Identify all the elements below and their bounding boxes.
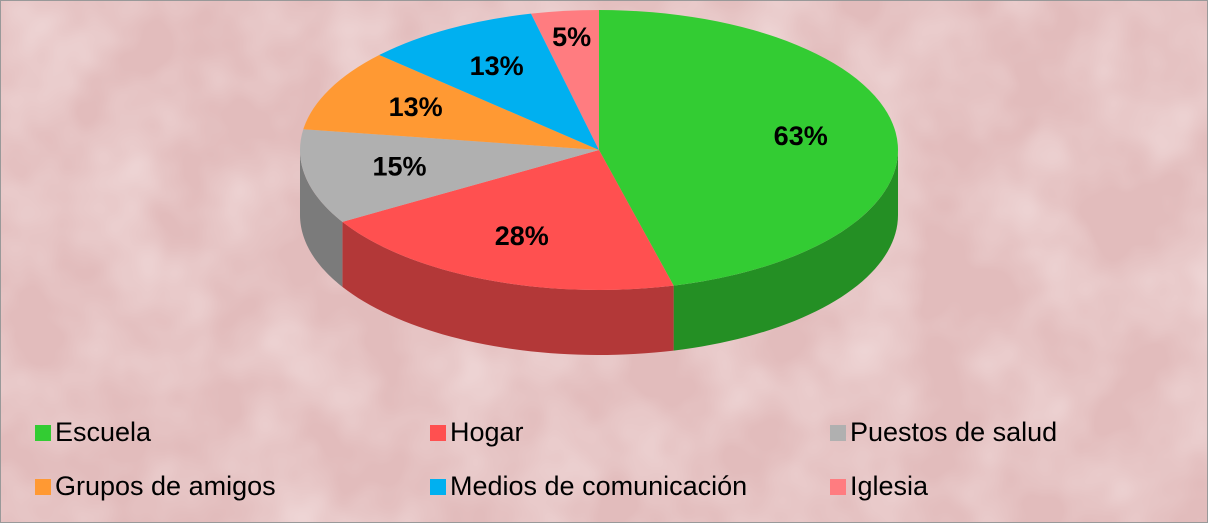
slice-side	[300, 150, 343, 287]
slice	[303, 55, 599, 150]
slice	[531, 10, 599, 150]
data-label: 13%	[389, 92, 443, 122]
slice	[379, 13, 599, 150]
legend-label: Puestos de salud	[850, 417, 1057, 447]
data-labels: 63% 28% 15% 13% 13% 5%	[373, 22, 828, 251]
slice	[599, 10, 899, 286]
legend-swatch	[430, 425, 446, 441]
data-label: 5%	[552, 22, 591, 52]
pie-sides	[300, 150, 898, 355]
legend: Escuela Hogar Puestos de salud Grupos de am…	[35, 417, 1057, 501]
slice	[300, 129, 599, 222]
legend-swatch	[35, 479, 51, 495]
slice	[342, 150, 674, 290]
legend-swatch	[35, 425, 51, 441]
slice-side	[673, 150, 898, 351]
legend-swatch	[830, 425, 846, 441]
data-label: 63%	[774, 121, 828, 151]
legend-label: Grupos de amigos	[55, 471, 276, 501]
legend-label: Iglesia	[850, 471, 929, 501]
legend-label: Medios de comunicación	[450, 471, 747, 501]
slice-side	[342, 221, 674, 355]
data-label: 15%	[373, 152, 427, 182]
pie-tops	[300, 10, 899, 290]
legend-swatch	[430, 479, 446, 495]
legend-label: Hogar	[450, 417, 524, 447]
data-label: 13%	[470, 51, 524, 81]
legend-label: Escuela	[55, 417, 152, 447]
data-label: 28%	[495, 221, 549, 251]
legend-swatch	[830, 479, 846, 495]
